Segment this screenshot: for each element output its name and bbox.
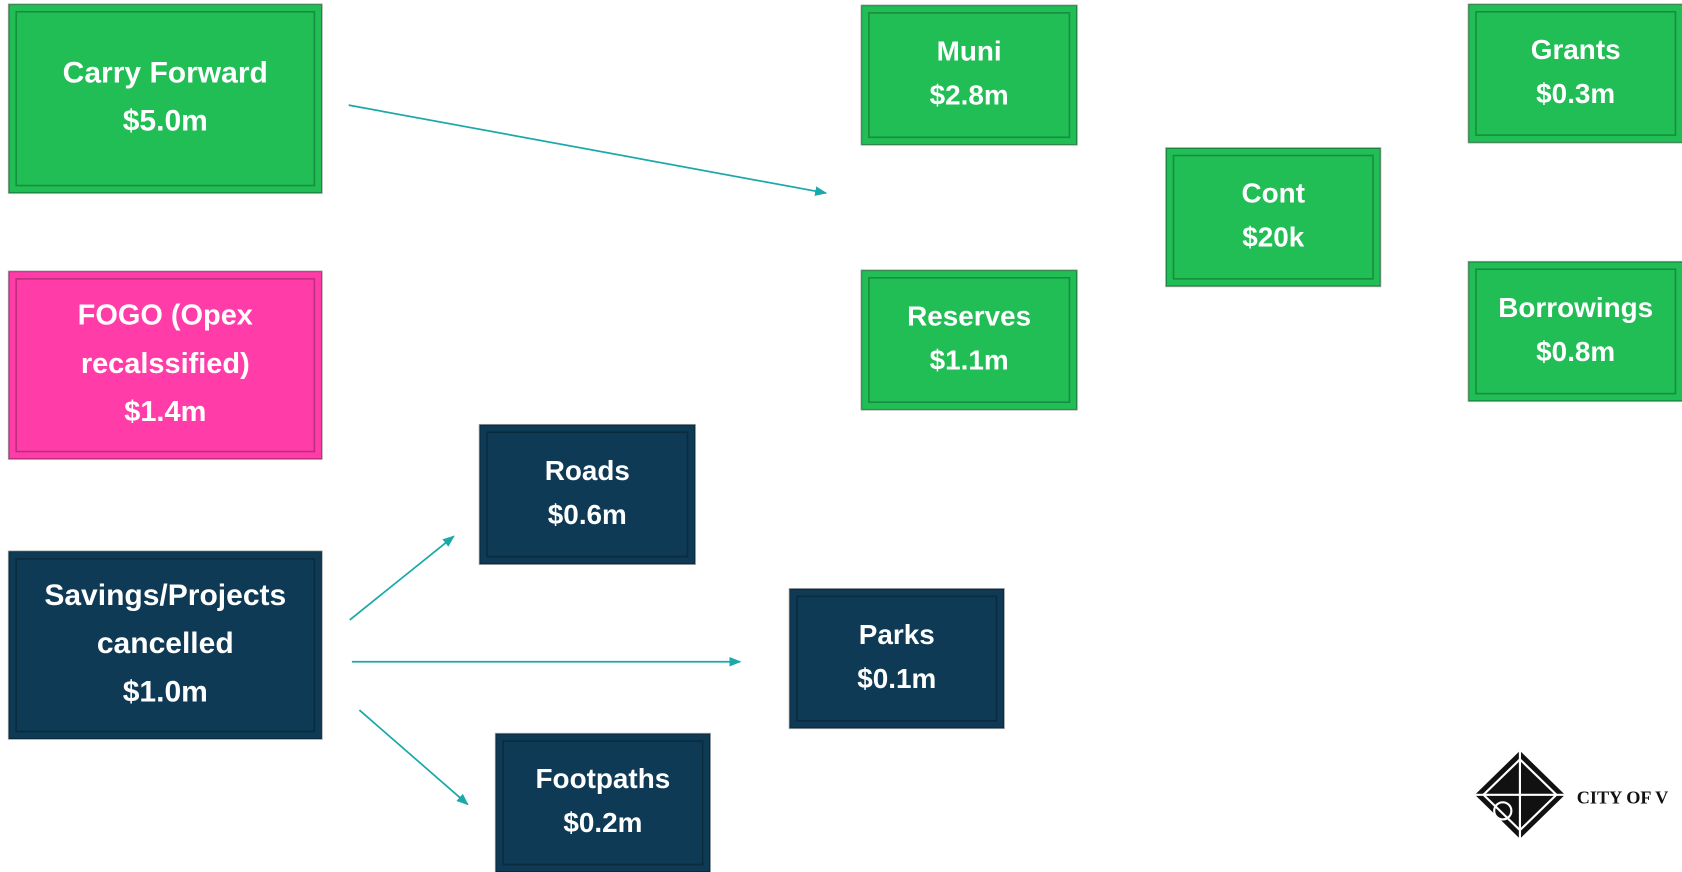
node-label: Cont <box>1242 178 1305 209</box>
node-label: $2.8m <box>930 79 1009 110</box>
node-box <box>1467 260 1682 402</box>
node-box <box>1467 3 1682 144</box>
node-label: $1.0m <box>123 675 208 708</box>
logo-text: CITY OF V <box>1577 787 1668 807</box>
node-bevel <box>868 276 1071 404</box>
node-bevel <box>1172 154 1374 280</box>
node-label: $20k <box>1242 222 1305 253</box>
node: Muni $2.8m <box>860 4 1078 146</box>
node-box <box>788 588 1005 730</box>
node: FOGO (Opex recalssified) $1.4m <box>7 270 323 460</box>
node: Parks $0.1m <box>788 588 1005 730</box>
node-box <box>494 732 711 872</box>
node-label: Savings/Projects <box>44 579 286 612</box>
node-label: Reserves <box>907 300 1031 331</box>
node-label: $0.2m <box>563 807 642 838</box>
node: Cont $20k <box>1165 147 1382 288</box>
node: Reserves $1.1m <box>860 269 1078 411</box>
node-box <box>860 269 1078 411</box>
node-label: $1.1m <box>930 344 1009 375</box>
node-box <box>7 550 323 740</box>
node-label: $5.0m <box>123 105 208 138</box>
node-label: Borrowings <box>1498 292 1653 323</box>
node-label: $0.3m <box>1536 78 1615 109</box>
node-label: $0.6m <box>548 499 627 530</box>
arrows <box>348 104 828 806</box>
node-bevel <box>502 740 704 866</box>
node-label: $1.4m <box>124 396 206 428</box>
node-box <box>7 3 323 194</box>
arrow <box>348 104 828 196</box>
node-box <box>7 270 323 460</box>
node: Carry Forward $5.0m <box>7 3 323 194</box>
node-bevel <box>15 10 316 187</box>
node: Footpaths $0.2m <box>494 732 711 872</box>
node: Borrowings $0.8m <box>1467 260 1682 402</box>
node-bevel <box>1475 268 1677 395</box>
node-label: Grants <box>1531 34 1621 65</box>
arrow <box>349 535 455 621</box>
node-label: $0.8m <box>1536 336 1615 367</box>
node-bevel <box>1475 10 1677 136</box>
node-label: Footpaths <box>536 763 671 794</box>
node-label: Muni <box>937 35 1002 66</box>
node-label: Parks <box>859 619 935 650</box>
node-bevel <box>15 558 316 733</box>
logo: CITY OF V <box>1474 750 1668 839</box>
node: Roads $0.6m <box>478 423 696 565</box>
node-label: Carry Forward <box>63 56 268 89</box>
node-label: Roads <box>545 455 630 486</box>
node: Grants $0.3m <box>1467 3 1682 144</box>
node-label: FOGO (Opex <box>78 300 253 332</box>
node-bevel <box>796 595 998 722</box>
node-bevel <box>868 12 1071 139</box>
node-box <box>478 423 696 565</box>
node-bevel <box>486 431 689 558</box>
node-label: $0.1m <box>857 663 936 694</box>
node-label: cancelled <box>97 627 234 660</box>
node-box <box>1165 147 1382 288</box>
node-box <box>860 4 1078 146</box>
node-bevel <box>15 278 316 453</box>
node: Savings/Projects cancelled $1.0m <box>7 550 323 740</box>
node-label: recalssified) <box>81 348 250 380</box>
arrow <box>358 709 469 806</box>
